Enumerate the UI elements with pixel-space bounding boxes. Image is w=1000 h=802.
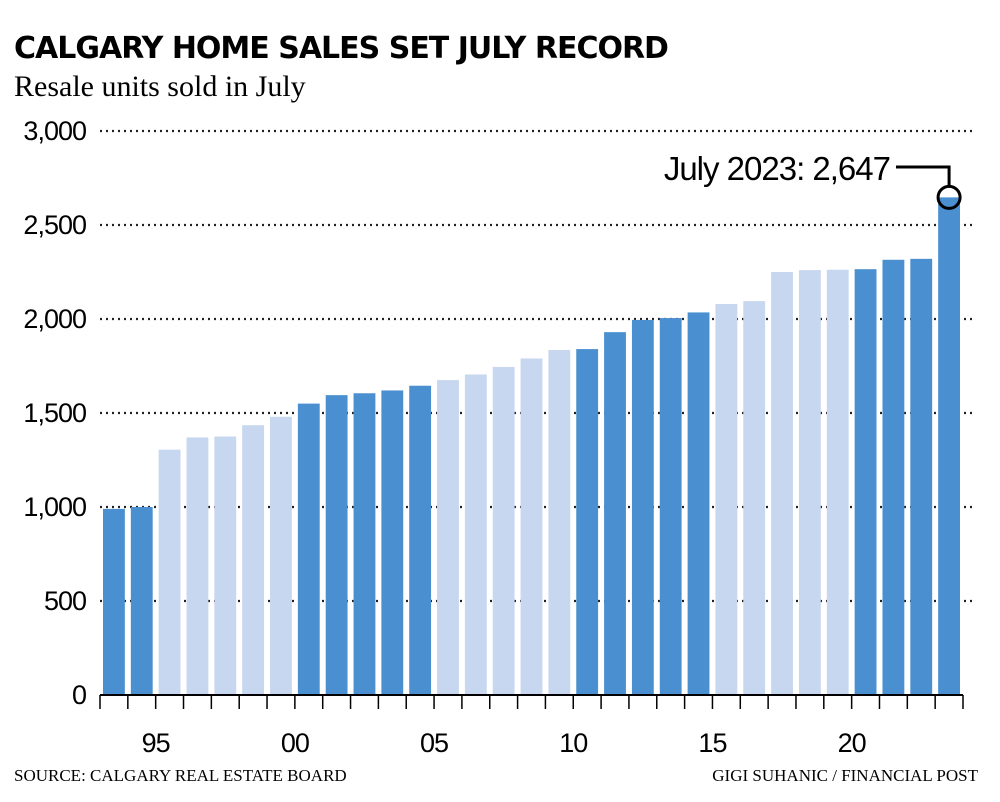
- bar: [854, 269, 877, 695]
- bar: [103, 508, 125, 695]
- bar: [771, 272, 793, 695]
- chart-title: CALGARY HOME SALES SET JULY RECORD: [14, 31, 668, 66]
- bar: [659, 318, 682, 695]
- bar: [576, 349, 599, 695]
- credit: GIGI SUHANIC / FINANCIAL POST: [712, 766, 978, 785]
- x-tick-label: 15: [698, 728, 726, 758]
- y-tick-label: 2,000: [23, 304, 86, 334]
- annotation-leader: [896, 165, 951, 187]
- bar: [743, 301, 766, 695]
- bar: [715, 303, 738, 695]
- bar: [409, 385, 432, 695]
- bar: [938, 197, 960, 695]
- bar: [631, 319, 654, 695]
- y-tick-label: 2,500: [23, 210, 86, 240]
- bar: [548, 350, 571, 695]
- x-tick-label: 10: [559, 728, 587, 758]
- bar: [910, 258, 933, 695]
- y-tick-label: 1,500: [23, 398, 86, 428]
- bar: [186, 437, 209, 695]
- bar: [520, 358, 543, 695]
- bar: [492, 366, 515, 695]
- bar: [437, 380, 459, 695]
- annotation-marker: [936, 184, 962, 210]
- bar: [353, 393, 376, 695]
- bar: [464, 374, 487, 695]
- bar: [826, 269, 849, 695]
- bar: [604, 332, 626, 695]
- y-tick-label: 1,000: [23, 492, 86, 522]
- source: SOURCE: CALGARY REAL ESTATE BOARD: [14, 766, 347, 785]
- y-tick-label: 0: [72, 680, 86, 710]
- x-tick-label: 20: [838, 728, 866, 758]
- bar: [882, 259, 905, 695]
- bar: [242, 425, 265, 695]
- bar: [381, 390, 404, 695]
- y-tick-label: 500: [44, 586, 86, 616]
- bar: [297, 403, 320, 695]
- x-tick-label: 95: [142, 728, 170, 758]
- bar: [214, 436, 237, 695]
- x-tick-label: 00: [281, 728, 309, 758]
- bar: [798, 270, 821, 695]
- bar: [270, 416, 292, 695]
- bar: [130, 507, 153, 695]
- y-tick-label: 3,000: [23, 116, 86, 146]
- bar: [158, 449, 181, 695]
- annotation: July 2023: 2,647: [664, 150, 890, 187]
- x-tick-label: 05: [420, 728, 448, 758]
- bar: [687, 312, 710, 695]
- chart-subtitle: Resale units sold in July: [14, 70, 306, 103]
- bar: [325, 395, 348, 695]
